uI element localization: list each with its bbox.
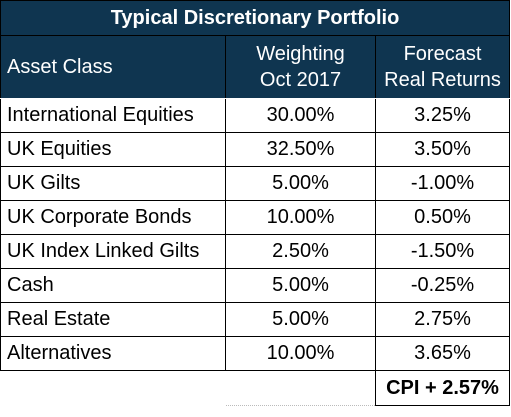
- header-weighting: Weighting Oct 2017: [225, 35, 376, 99]
- header-weighting-line2: Oct 2017: [259, 69, 342, 91]
- header-forecast-line2: Real Returns: [384, 69, 501, 91]
- asset-name: Alternatives: [0, 336, 226, 371]
- table-row: Real Estate 5.00% 2.75%: [0, 302, 510, 337]
- header-row: Asset Class Weighting Oct 2017 Forecast …: [0, 35, 510, 99]
- table-row: Cash 5.00% -0.25%: [0, 268, 510, 303]
- weighting-value: 30.00%: [225, 98, 376, 133]
- weighting-value: 5.00%: [225, 302, 376, 337]
- table-row: UK Equities 32.50% 3.50%: [0, 132, 510, 167]
- asset-name: UK Corporate Bonds: [0, 200, 226, 235]
- forecast-value: 2.75%: [375, 302, 510, 337]
- forecast-value: 3.50%: [375, 132, 510, 167]
- weighting-value: 2.50%: [225, 234, 376, 269]
- table-row: International Equities 30.00% 3.25%: [0, 98, 510, 133]
- total-blank-cell: [1, 371, 226, 406]
- total-blank-cell: [225, 370, 376, 406]
- table-row: UK Index Linked Gilts 2.50% -1.50%: [0, 234, 510, 269]
- header-weighting-line1: Weighting: [256, 43, 345, 65]
- forecast-value: -1.50%: [375, 234, 510, 269]
- table-row: UK Corporate Bonds 10.00% 0.50%: [0, 200, 510, 235]
- header-asset-class: Asset Class: [0, 35, 226, 99]
- weighting-value: 10.00%: [225, 200, 376, 235]
- asset-name: UK Gilts: [0, 166, 226, 201]
- weighting-value: 5.00%: [225, 166, 376, 201]
- table-title: Typical Discretionary Portfolio: [0, 0, 510, 36]
- forecast-value: 3.25%: [375, 98, 510, 133]
- forecast-value: 3.65%: [375, 336, 510, 371]
- total-value: CPI + 2.57%: [375, 370, 510, 406]
- table-title-row: Typical Discretionary Portfolio: [0, 0, 510, 36]
- total-row: CPI + 2.57%: [1, 370, 510, 406]
- table-row: UK Gilts 5.00% -1.00%: [0, 166, 510, 201]
- asset-name: International Equities: [0, 98, 226, 133]
- asset-name: UK Equities: [0, 132, 226, 167]
- weighting-value: 32.50%: [225, 132, 376, 167]
- forecast-value: -0.25%: [375, 268, 510, 303]
- portfolio-table: Typical Discretionary Portfolio Asset Cl…: [0, 0, 510, 406]
- weighting-value: 10.00%: [225, 336, 376, 371]
- asset-name: UK Index Linked Gilts: [0, 234, 226, 269]
- table-row: Alternatives 10.00% 3.65%: [0, 336, 510, 371]
- forecast-value: -1.00%: [375, 166, 510, 201]
- header-forecast: Forecast Real Returns: [375, 35, 510, 99]
- header-forecast-line1: Forecast: [403, 43, 482, 65]
- weighting-value: 5.00%: [225, 268, 376, 303]
- asset-name: Cash: [0, 268, 226, 303]
- forecast-value: 0.50%: [375, 200, 510, 235]
- asset-name: Real Estate: [0, 302, 226, 337]
